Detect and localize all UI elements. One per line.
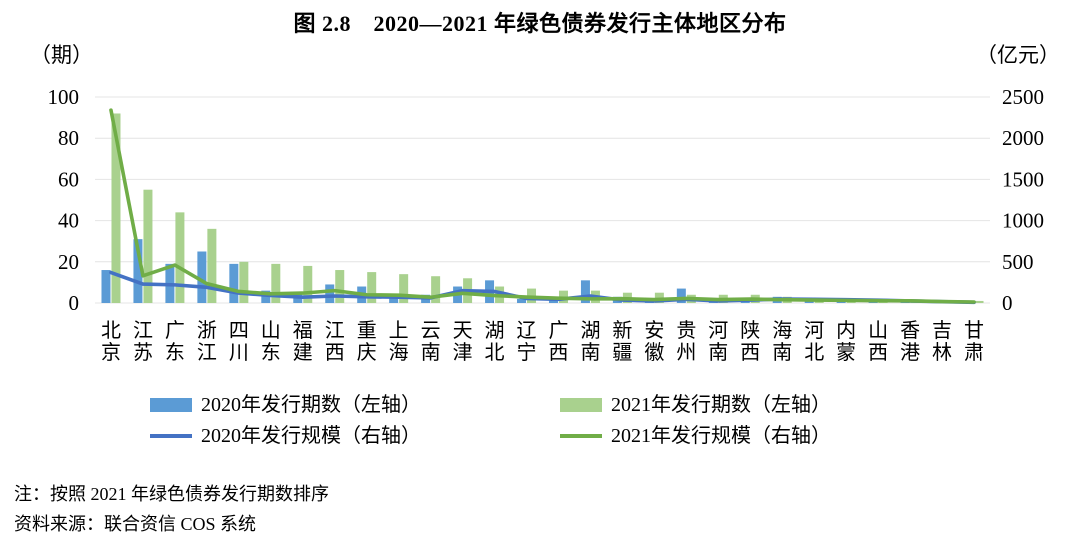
x-axis-label-河北: 河北 bbox=[804, 319, 824, 364]
bar-swatch-blue-icon bbox=[150, 398, 192, 412]
x-axis-label-安徽: 安徽 bbox=[644, 319, 664, 364]
bar-2020-贵州 bbox=[676, 288, 686, 303]
right-axis-tick-label: 1000 bbox=[1002, 209, 1044, 233]
sort-note: 注：按照 2021 年绿色债券发行期数排序 bbox=[14, 484, 329, 504]
x-axis-label-福建: 福建 bbox=[293, 319, 313, 364]
x-axis-label-内蒙: 内蒙 bbox=[836, 319, 856, 364]
left-axis-tick-label: 80 bbox=[58, 126, 79, 150]
bar-2020-江西 bbox=[325, 284, 335, 303]
x-axis-label-浙江: 浙江 bbox=[197, 319, 217, 364]
left-axis-tick-label: 100 bbox=[48, 85, 80, 109]
legend-label: 2021年发行期数（左轴） bbox=[611, 394, 831, 416]
left-axis-tick-label: 60 bbox=[58, 167, 79, 191]
x-axis-label-山西: 山西 bbox=[868, 319, 888, 364]
right-axis-tick-label: 1500 bbox=[1002, 167, 1044, 191]
line-2021年发行规模（右轴） bbox=[109, 108, 976, 304]
bar-2021-上海 bbox=[399, 274, 409, 303]
x-axis-label-重庆: 重庆 bbox=[357, 319, 377, 364]
left-axis-unit-label: （期） bbox=[30, 43, 93, 67]
bar-2021-甘肃 bbox=[974, 300, 984, 303]
x-axis-label-海南: 海南 bbox=[772, 319, 792, 364]
x-axis-label-广西: 广西 bbox=[548, 319, 568, 364]
x-axis-label-湖南: 湖南 bbox=[580, 319, 600, 364]
bar-2020-四川 bbox=[229, 263, 239, 303]
x-axis-label-陕西: 陕西 bbox=[740, 319, 760, 364]
legend-label: 2020年发行期数（左轴） bbox=[201, 394, 421, 416]
x-axis-label-四川: 四川 bbox=[229, 320, 249, 364]
legend-label: 2021年发行规模（右轴） bbox=[611, 425, 831, 447]
bar-swatch-green-icon bbox=[560, 398, 602, 412]
legend-item-2020-count: 2020年发行期数（左轴） bbox=[150, 392, 560, 418]
right-axis-tick-label: 2500 bbox=[1002, 85, 1044, 109]
bar-2021-浙江 bbox=[207, 228, 217, 303]
legend-item-2021-count: 2021年发行期数（左轴） bbox=[560, 392, 970, 418]
x-axis-label-江西: 江西 bbox=[325, 319, 345, 364]
legend-item-2020-scale: 2020年发行规模（右轴） bbox=[150, 423, 560, 449]
x-axis-label-北京: 北京 bbox=[101, 319, 121, 364]
bar-2021-云南 bbox=[431, 276, 441, 303]
line-swatch-green-icon bbox=[560, 434, 602, 438]
bar-2021-山东 bbox=[271, 263, 281, 303]
right-axis-tick-label: 2000 bbox=[1002, 126, 1044, 150]
right-axis-tick-label: 500 bbox=[1002, 250, 1034, 274]
x-axis-label-新疆: 新疆 bbox=[612, 319, 632, 364]
left-axis-tick-label: 20 bbox=[58, 250, 79, 274]
legend-label: 2020年发行规模（右轴） bbox=[201, 425, 421, 447]
x-axis-label-贵州: 贵州 bbox=[676, 319, 696, 364]
x-axis-label-云南: 云南 bbox=[421, 320, 441, 364]
right-axis-unit-label: （亿元） bbox=[976, 43, 1060, 67]
bar-2020-上海 bbox=[389, 296, 399, 303]
source-note: 资料来源：联合资信 COS 系统 bbox=[14, 514, 257, 534]
bar-2020-江苏 bbox=[133, 239, 143, 303]
bar-2021-北京 bbox=[111, 113, 121, 303]
chart-legend: 2020年发行期数（左轴） 2021年发行期数（左轴） 2020年发行规模（右轴… bbox=[150, 392, 970, 449]
line-swatch-blue-icon bbox=[150, 434, 192, 438]
chart-title: 图 2.8 2020—2021 年绿色债券发行主体地区分布 bbox=[293, 11, 787, 36]
x-axis-label-河南: 河南 bbox=[708, 319, 728, 364]
bar-2021-福建 bbox=[303, 265, 313, 303]
x-axis-label-广东: 广东 bbox=[165, 319, 185, 364]
x-axis-label-辽宁: 辽宁 bbox=[517, 319, 537, 364]
bar-2021-四川 bbox=[239, 261, 249, 303]
bar-2020-湖南 bbox=[580, 280, 590, 303]
legend-item-2021-scale: 2021年发行规模（右轴） bbox=[560, 423, 970, 449]
left-axis-tick-label: 0 bbox=[69, 291, 80, 315]
right-axis-tick-label: 0 bbox=[1002, 291, 1013, 315]
bar-2020-辽宁 bbox=[517, 298, 527, 303]
x-axis-label-吉林: 吉林 bbox=[932, 319, 952, 364]
x-axis-label-湖北: 湖北 bbox=[485, 319, 505, 364]
x-axis-label-天津: 天津 bbox=[453, 320, 473, 364]
x-axis-label-上海: 上海 bbox=[389, 319, 409, 364]
x-axis-label-江苏: 江苏 bbox=[133, 319, 153, 364]
bar-2021-江苏 bbox=[143, 189, 153, 303]
x-axis-label-山东: 山东 bbox=[261, 319, 281, 364]
bar-2021-广东 bbox=[175, 212, 185, 303]
x-axis-label-香港: 香港 bbox=[900, 319, 920, 364]
left-axis-tick-label: 40 bbox=[58, 209, 79, 233]
bar-2021-江西 bbox=[335, 270, 345, 303]
bar-2021-重庆 bbox=[367, 272, 377, 303]
bar-2020-北京 bbox=[101, 270, 111, 303]
bar-2020-浙江 bbox=[197, 251, 207, 303]
x-axis-label-甘肃: 甘肃 bbox=[964, 319, 984, 364]
